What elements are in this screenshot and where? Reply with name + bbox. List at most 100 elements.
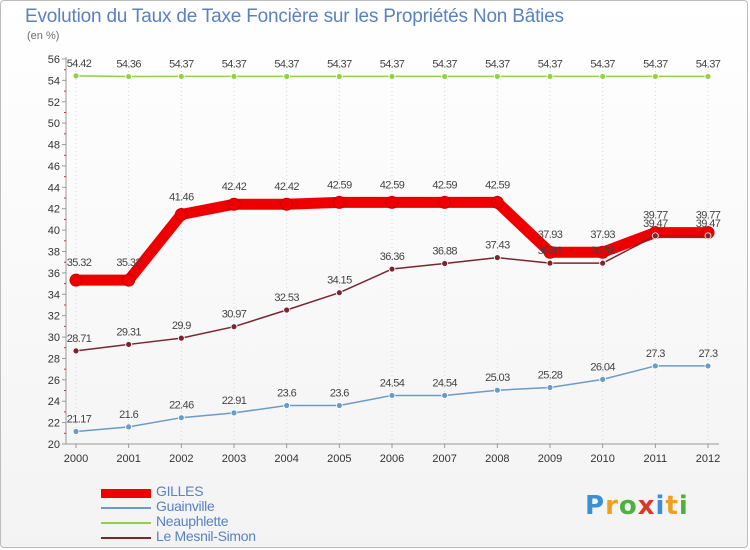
- series-point-gilles-2002: [174, 207, 188, 221]
- series-point-guainville-2009: [546, 384, 554, 391]
- series-point-le-mesnil-simon-2005: [335, 289, 343, 297]
- chart-title: Evolution du Taux de Taxe Foncière sur l…: [25, 6, 564, 27]
- data-label-le-mesnil-simon-2012: 39.47: [696, 218, 721, 230]
- data-label-guainville-2007: 24.54: [432, 377, 457, 389]
- data-label-guainville-2004: 23.6: [277, 388, 296, 400]
- y-tick-label-32: 32: [48, 311, 60, 323]
- data-label-neauphlette-2000: 54.42: [67, 58, 92, 70]
- data-label-guainville-2009: 25.28: [538, 370, 563, 382]
- series-point-gilles-2009: [543, 245, 557, 259]
- data-label-le-mesnil-simon-2000: 28.71: [67, 333, 92, 345]
- logo-letter: i: [655, 491, 666, 521]
- series-point-le-mesnil-simon-2008: [493, 254, 501, 261]
- series-point-neauphlette-2009: [546, 73, 554, 80]
- y-tick-label-40: 40: [48, 225, 60, 237]
- y-tick-label-36: 36: [48, 268, 60, 280]
- y-tick-label-56: 56: [48, 54, 60, 66]
- series-point-gilles-2010: [596, 245, 610, 259]
- y-tick-label-20: 20: [48, 439, 60, 451]
- data-label-neauphlette-2009: 54.37: [538, 58, 563, 70]
- data-label-gilles-2006: 42.59: [380, 179, 405, 191]
- data-label-le-mesnil-simon-2011: 39.47: [643, 218, 668, 230]
- data-label-guainville-2000: 21.17: [67, 413, 92, 425]
- y-tick-label-42: 42: [48, 204, 60, 216]
- data-label-le-mesnil-simon-2010: 36.91: [590, 245, 615, 257]
- x-tick-label-2002: 2002: [169, 453, 193, 465]
- x-tick-label-2000: 2000: [64, 453, 88, 465]
- series-point-neauphlette-2010: [599, 73, 607, 80]
- series-point-le-mesnil-simon-2009: [546, 259, 554, 267]
- logo-letter: o: [618, 491, 638, 521]
- data-label-le-mesnil-simon-2003: 30.97: [222, 309, 247, 321]
- data-label-guainville-2001: 21.6: [119, 409, 138, 421]
- series-point-gilles-2003: [227, 197, 241, 211]
- data-label-gilles-2004: 42.42: [274, 181, 299, 193]
- series-point-le-mesnil-simon-2006: [388, 265, 396, 273]
- series-point-gilles-2000: [69, 273, 83, 287]
- series-point-guainville-2005: [335, 402, 343, 409]
- legend-label-guainville: Guainville: [156, 498, 215, 514]
- data-label-neauphlette-2001: 54.36: [116, 59, 141, 71]
- series-point-neauphlette-2001: [125, 73, 133, 80]
- x-tick-label-2010: 2010: [590, 453, 614, 465]
- series-point-le-mesnil-simon-2002: [177, 334, 185, 342]
- y-axis-unit-label: (en %): [27, 30, 60, 42]
- series-point-neauphlette-2005: [335, 73, 343, 80]
- legend-label-gilles: GILLES: [156, 483, 204, 499]
- series-point-le-mesnil-simon-2004: [283, 306, 291, 314]
- data-label-guainville-2010: 26.04: [590, 361, 615, 373]
- data-label-neauphlette-2002: 54.37: [169, 58, 194, 70]
- y-tick-label-22: 22: [48, 418, 60, 430]
- y-tick-label-34: 34: [48, 289, 60, 301]
- legend-swatch-le-mesnil-simon: [101, 537, 151, 539]
- series-point-neauphlette-2011: [651, 73, 659, 80]
- x-tick-label-2006: 2006: [380, 453, 404, 465]
- data-label-gilles-2001: 35.32: [116, 257, 141, 269]
- data-label-gilles-2012: 39.77: [696, 210, 721, 222]
- series-point-gilles-2006: [385, 195, 399, 209]
- x-tick-label-2007: 2007: [432, 453, 456, 465]
- x-tick-label-2011: 2011: [644, 453, 668, 465]
- data-label-guainville-2003: 22.91: [222, 395, 247, 407]
- data-label-neauphlette-2005: 54.37: [327, 58, 352, 70]
- data-label-le-mesnil-simon-2009: 36.91: [538, 245, 563, 257]
- y-tick-label-28: 28: [48, 353, 60, 365]
- series-point-guainville-2003: [230, 409, 238, 417]
- data-label-neauphlette-2010: 54.37: [590, 58, 615, 70]
- data-label-gilles-2009: 37.93: [538, 229, 563, 241]
- series-point-le-mesnil-simon-2012: [704, 232, 712, 240]
- data-label-gilles-2005: 42.59: [327, 179, 352, 191]
- data-label-le-mesnil-simon-2002: 29.9: [172, 320, 191, 332]
- x-tick-label-2003: 2003: [222, 453, 246, 465]
- y-tick-label-24: 24: [48, 396, 60, 408]
- data-label-guainville-2008: 25.03: [485, 372, 510, 384]
- series-point-guainville-2001: [125, 423, 133, 431]
- series-point-gilles-2001: [122, 273, 136, 287]
- data-label-le-mesnil-simon-2005: 34.15: [327, 275, 352, 287]
- x-tick-label-2009: 2009: [538, 453, 562, 465]
- data-label-guainville-2006: 24.54: [380, 377, 405, 389]
- series-point-le-mesnil-simon-2010: [599, 259, 607, 267]
- series-point-guainville-2010: [599, 376, 607, 383]
- y-tick-label-54: 54: [48, 75, 60, 87]
- series-point-neauphlette-2000: [72, 72, 80, 80]
- logo-letter: r: [605, 491, 619, 521]
- data-label-le-mesnil-simon-2004: 32.53: [274, 292, 299, 304]
- series-point-guainville-2006: [388, 392, 396, 399]
- series-point-neauphlette-2004: [283, 73, 291, 80]
- logo-letter: P: [585, 491, 606, 521]
- data-label-neauphlette-2008: 54.37: [485, 58, 510, 70]
- series-point-le-mesnil-simon-2001: [125, 341, 133, 348]
- series-point-le-mesnil-simon-2011: [651, 232, 659, 240]
- legend-label-neauphlette: Neauphlette: [156, 513, 229, 529]
- logo-letter: t: [665, 491, 679, 521]
- y-tick-label-30: 30: [48, 332, 60, 344]
- y-tick-label-44: 44: [48, 182, 60, 194]
- data-label-guainville-2012: 27.3: [698, 348, 717, 360]
- data-label-neauphlette-2004: 54.37: [274, 58, 299, 70]
- data-label-gilles-2002: 41.46: [169, 191, 194, 203]
- legend-label-le-mesnil-simon: Le Mesnil-Simon: [156, 528, 256, 544]
- series-point-guainville-2002: [177, 414, 185, 422]
